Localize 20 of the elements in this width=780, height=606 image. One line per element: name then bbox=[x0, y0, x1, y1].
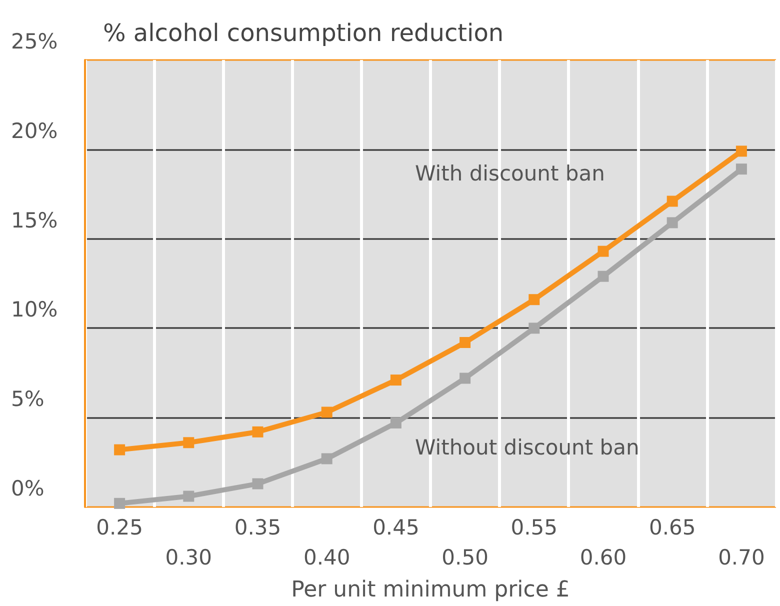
y-tick-label: 5% bbox=[11, 387, 44, 412]
x-tick-label: 0.50 bbox=[442, 546, 488, 570]
x-tick-label: 0.70 bbox=[718, 546, 765, 570]
y-tick-label: 20% bbox=[11, 118, 58, 143]
series-label: Without discount ban bbox=[415, 436, 640, 460]
x-tick-label: 0.25 bbox=[96, 516, 143, 540]
x-tick-label: 0.40 bbox=[303, 546, 350, 570]
y-tick-label: 15% bbox=[11, 208, 58, 232]
y-tick-label: 10% bbox=[11, 298, 58, 322]
x-tick-label: 0.35 bbox=[234, 516, 282, 540]
y-tick-label: 25% bbox=[11, 30, 58, 54]
x-tick-label: 0.65 bbox=[648, 516, 696, 540]
text: With discount ban bbox=[415, 162, 605, 186]
chart-title: % alcohol consumption reduction bbox=[103, 19, 504, 47]
x-tick-label: 0.30 bbox=[165, 546, 212, 570]
y-tick-label: 0% bbox=[11, 476, 44, 500]
x-tick-label: 0.55 bbox=[510, 516, 558, 540]
x-axis-title: Per unit minimum price £ bbox=[291, 578, 570, 602]
x-tick-label: 0.60 bbox=[580, 546, 627, 570]
x-tick-label: 0.45 bbox=[372, 516, 420, 540]
